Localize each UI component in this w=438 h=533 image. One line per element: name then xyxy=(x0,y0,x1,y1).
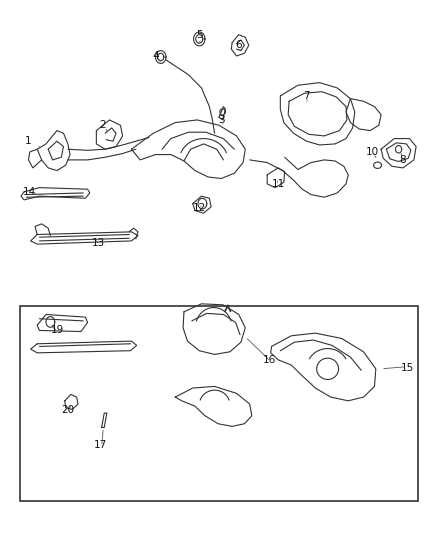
Text: 8: 8 xyxy=(399,155,406,165)
Text: 10: 10 xyxy=(366,147,379,157)
Text: 2: 2 xyxy=(99,120,106,130)
Text: 13: 13 xyxy=(92,238,105,247)
Text: 4: 4 xyxy=(152,51,159,61)
Text: 5: 5 xyxy=(196,30,203,39)
Text: 16: 16 xyxy=(263,355,276,365)
Text: 15: 15 xyxy=(401,363,414,373)
Text: 14: 14 xyxy=(23,187,36,197)
Text: 17: 17 xyxy=(94,440,107,450)
Text: 12: 12 xyxy=(193,203,206,213)
Text: 11: 11 xyxy=(272,179,285,189)
Text: 1: 1 xyxy=(25,136,32,146)
Text: 7: 7 xyxy=(303,91,310,101)
Text: 19: 19 xyxy=(50,326,64,335)
Text: 3: 3 xyxy=(218,115,225,125)
Bar xyxy=(20,306,418,501)
Text: 6: 6 xyxy=(235,41,242,50)
Text: 20: 20 xyxy=(61,406,74,415)
